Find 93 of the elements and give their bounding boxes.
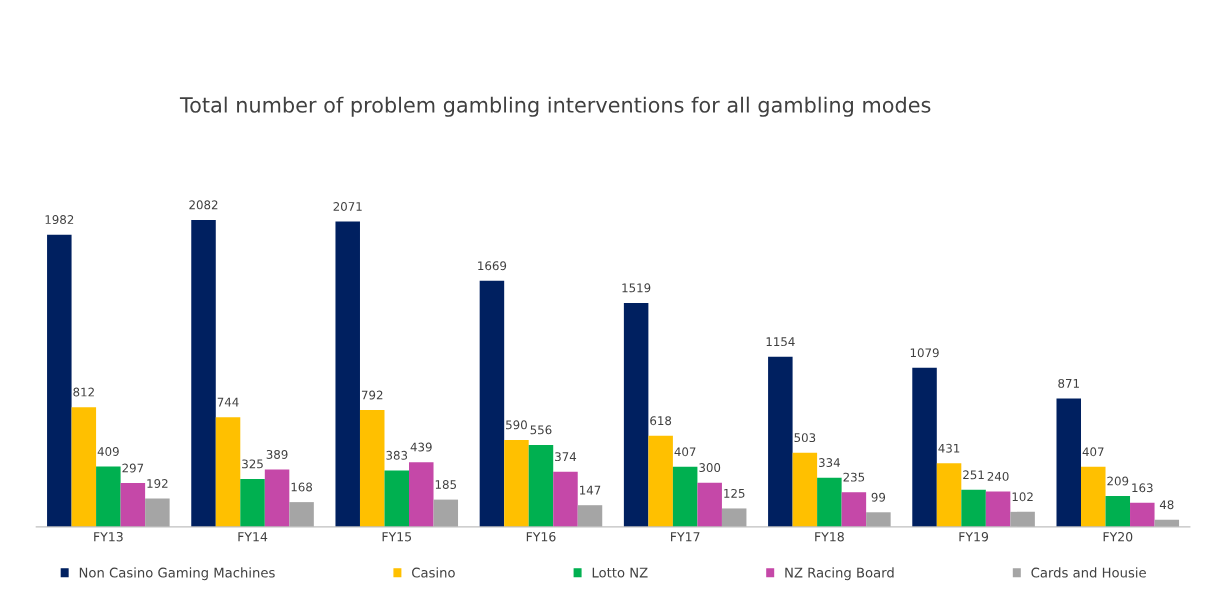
bar (817, 477, 842, 527)
bar (841, 492, 867, 527)
data-label: 1669 (478, 261, 507, 271)
bar (1130, 502, 1155, 527)
bar (215, 417, 241, 527)
data-label: 192 (147, 479, 168, 488)
data-label: 409 (97, 447, 119, 456)
data-label: 407 (674, 447, 696, 457)
x-tick-label: FY20 (1103, 531, 1133, 542)
data-label: 240 (987, 471, 1009, 481)
x-tick-label: FY14 (238, 532, 268, 542)
data-label: 1519 (622, 283, 651, 293)
bar (96, 466, 121, 527)
data-label: 618 (650, 416, 672, 426)
data-label: 1154 (766, 337, 795, 347)
data-label: 102 (1012, 492, 1033, 502)
x-tick-label: FY17 (671, 532, 700, 542)
data-label: 297 (122, 463, 144, 473)
bar (409, 462, 434, 527)
x-tick-label: FY18 (815, 531, 844, 542)
data-label: 209 (1107, 476, 1129, 486)
data-label: 439 (410, 442, 432, 452)
data-label: 48 (1159, 500, 1174, 510)
data-label: 334 (819, 458, 840, 468)
bar (335, 221, 360, 527)
bar (479, 280, 505, 527)
data-label: 2071 (333, 201, 362, 211)
bar (1056, 398, 1082, 527)
bar (359, 410, 385, 527)
data-label: 1982 (45, 215, 74, 225)
bar (553, 471, 578, 527)
bar (912, 367, 937, 527)
bar (985, 491, 1011, 527)
data-label: 871 (1058, 378, 1079, 388)
chart-title: Total number of problem gambling interventions for all gambling modes (179, 96, 931, 117)
bar (768, 356, 793, 527)
bar (1105, 496, 1131, 527)
bar (697, 482, 722, 527)
bar (648, 435, 673, 527)
bar (672, 466, 698, 527)
data-label: 407 (1082, 447, 1104, 457)
data-label: 147 (580, 485, 601, 495)
x-tick-label: FY13 (94, 531, 123, 542)
data-label: 389 (266, 449, 288, 459)
bar (721, 508, 747, 527)
bar (623, 302, 649, 527)
data-label: 185 (435, 480, 457, 489)
data-label: 1079 (910, 348, 939, 358)
x-tick-label: FY16 (526, 531, 556, 542)
bar (384, 470, 410, 527)
data-label: 99 (871, 492, 886, 502)
data-label: 383 (386, 450, 408, 460)
legend-label: Non Casino Gaming Machines (79, 567, 275, 581)
legend-label: NZ Racing Board (785, 567, 894, 581)
bar (961, 489, 986, 527)
bar (264, 469, 290, 527)
bar (47, 234, 72, 527)
data-label: 590 (506, 420, 527, 430)
bar (528, 444, 554, 527)
data-label: 374 (555, 452, 577, 462)
bar (1010, 511, 1035, 527)
data-label: 125 (724, 488, 745, 498)
data-label: 556 (530, 425, 552, 435)
bar (145, 498, 170, 527)
data-label: 300 (699, 463, 721, 473)
x-tick-label: FY15 (382, 532, 412, 542)
data-label: 792 (361, 390, 383, 400)
data-label: 325 (242, 459, 263, 469)
bar (577, 505, 603, 527)
data-label: 431 (938, 443, 960, 453)
legend-label: Lotto NZ (592, 567, 648, 578)
bar (504, 439, 529, 527)
bar (792, 452, 818, 527)
data-label: 168 (291, 482, 313, 492)
bar (1081, 466, 1106, 527)
bar (866, 512, 891, 527)
legend-label: Cards and Housie (1031, 567, 1146, 578)
bar (120, 483, 146, 527)
data-label: 503 (794, 433, 816, 443)
bar (71, 407, 97, 527)
data-label: 812 (73, 387, 94, 397)
x-tick-label: FY19 (959, 531, 989, 542)
bar (433, 499, 459, 527)
data-label: 251 (963, 470, 984, 480)
legend-label: Casino (412, 567, 455, 578)
bar (936, 463, 962, 527)
data-label: 2082 (189, 200, 218, 210)
data-label: 163 (1132, 483, 1153, 493)
data-label: 235 (843, 472, 865, 482)
bar (289, 502, 314, 527)
bar (191, 219, 216, 527)
data-label: 744 (217, 397, 239, 407)
bar (240, 478, 265, 527)
